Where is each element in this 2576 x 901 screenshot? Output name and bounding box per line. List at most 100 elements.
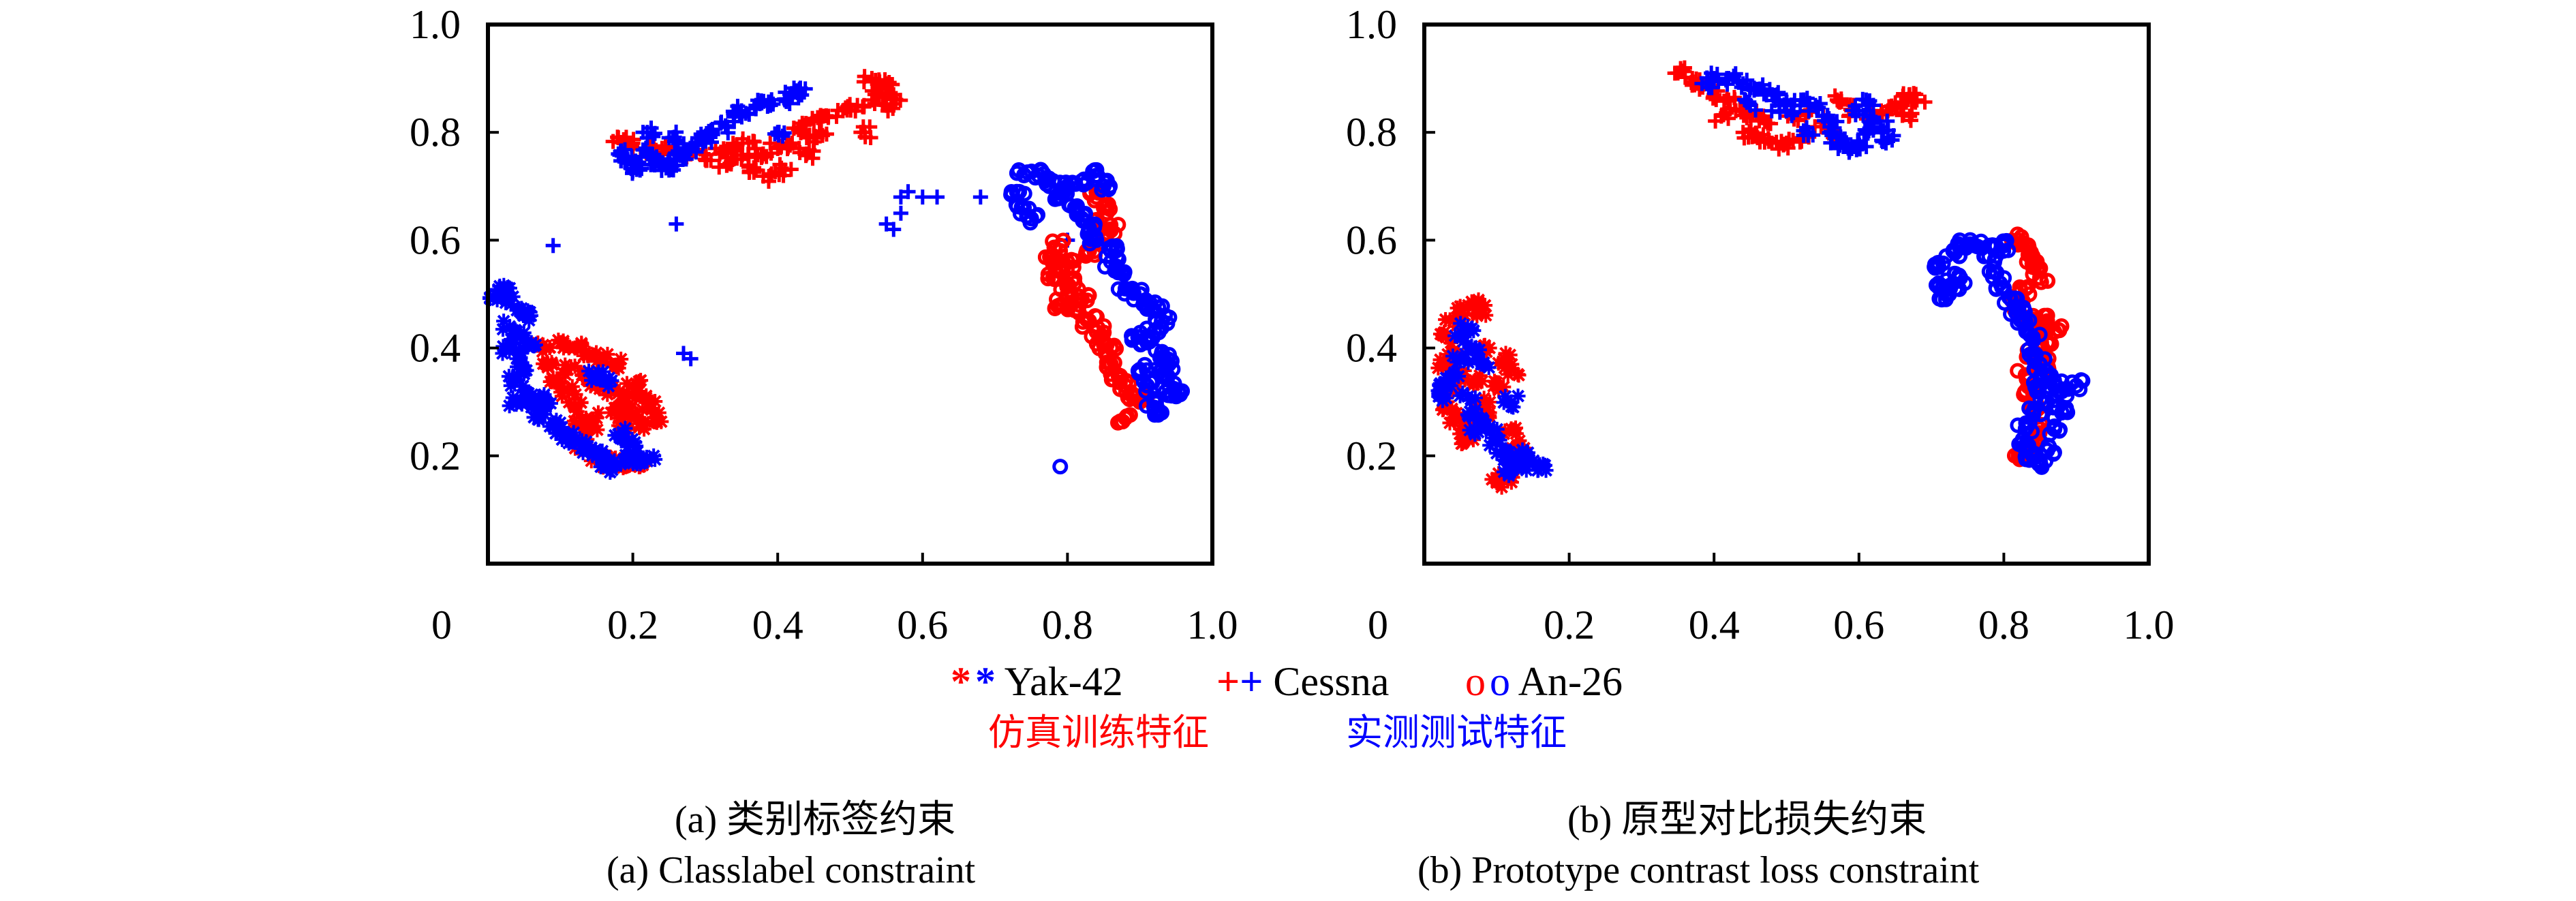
circle-marker (1074, 319, 1090, 335)
circle-marker (2032, 406, 2049, 423)
circle-marker (2040, 273, 2056, 289)
circle-marker (1086, 192, 1103, 209)
plus-marker (1805, 127, 1821, 143)
circle-marker (1957, 275, 1973, 291)
plus-marker (1886, 128, 1901, 144)
circle-marker (1071, 292, 1088, 309)
plus-marker (763, 145, 779, 161)
plus-marker (1728, 66, 1743, 82)
plus-marker (720, 145, 735, 161)
series-circle-real (1927, 232, 2091, 475)
asterisk-marker (1496, 395, 1512, 410)
asterisk-marker (1510, 367, 1526, 382)
asterisk-marker (1452, 299, 1468, 314)
plus-marker (871, 72, 887, 88)
circle-marker (2014, 309, 2030, 325)
circle-marker (2039, 363, 2055, 380)
x-tick-label: 0 (431, 602, 452, 647)
plus-marker (1827, 88, 1843, 104)
y-tick-label: 0.2 (1346, 433, 1397, 478)
circle-marker (1150, 407, 1166, 423)
plus-marker (643, 120, 659, 136)
circle-marker (2053, 318, 2070, 335)
asterisk-marker (624, 431, 640, 447)
data-points (482, 69, 1191, 480)
asterisk-marker (508, 397, 524, 412)
circle-marker (1110, 217, 1126, 233)
x-tick-label: 0.8 (1042, 602, 1093, 647)
plus-marker (1719, 71, 1734, 87)
plus-marker (635, 125, 651, 140)
circle-marker (1011, 162, 1027, 178)
asterisk-marker (498, 295, 514, 311)
plus-marker (1731, 74, 1747, 90)
circle-marker (1088, 336, 1105, 352)
asterisk-marker (617, 421, 633, 436)
plus-marker (1811, 100, 1826, 115)
circle-marker (2031, 270, 2048, 286)
asterisk-marker (1503, 461, 1518, 477)
asterisk-marker (1462, 404, 1478, 420)
circle-marker (2025, 374, 2042, 391)
asterisk-marker (624, 410, 639, 426)
circle-marker (1132, 324, 1148, 341)
asterisk-marker (1473, 356, 1489, 372)
circle-marker (1144, 374, 1161, 391)
y-tick-label: 0.6 (410, 217, 461, 262)
series-circle-real (1003, 162, 1191, 475)
plus-marker (1801, 103, 1817, 119)
circle-marker (1150, 401, 1166, 418)
circle-marker (2064, 374, 2080, 391)
plus-marker (815, 108, 831, 124)
x-tick-label: 1.0 (2123, 602, 2175, 647)
x-tick-label: 1.0 (1187, 602, 1238, 647)
plus-marker (805, 151, 821, 166)
asterisk-marker (632, 456, 648, 472)
plus-marker (786, 80, 802, 96)
circle-marker (1019, 208, 1036, 224)
x-tick-label: 0.2 (607, 602, 658, 647)
circle-marker (2020, 325, 2036, 341)
circle-marker (1927, 259, 1943, 275)
plus-marker (1796, 123, 1811, 138)
plus-marker (1829, 114, 1845, 129)
plus-marker (658, 160, 674, 176)
plus-marker (703, 153, 719, 168)
legend-label: Cessna (1273, 659, 1390, 704)
asterisk-marker (1432, 326, 1448, 342)
x-tick-label: 0.8 (1978, 602, 2029, 647)
asterisk-marker (1434, 382, 1450, 398)
plus-marker (1763, 116, 1779, 132)
plus-marker (669, 216, 684, 232)
plus-marker (705, 121, 720, 137)
circle-marker (1107, 262, 1123, 279)
circle-marker (1114, 264, 1130, 281)
asterisk-marker (531, 412, 547, 427)
asterisk-marker (540, 356, 556, 372)
circle-marker (1077, 206, 1094, 222)
plus-marker (856, 74, 872, 90)
plus-marker (711, 159, 727, 175)
data-points (1430, 60, 2091, 495)
series-plus-real (1694, 65, 1901, 160)
asterisk-marker (1469, 308, 1485, 324)
series-plus-sim (605, 69, 908, 189)
asterisk-marker (496, 277, 512, 293)
scatter-panel-a: 0 0.2 0.4 0.6 0.8 1.0 0.2 0.4 0.6 0.8 1.0 (410, 2, 1238, 647)
circle-marker (1148, 343, 1164, 359)
plus-marker (776, 168, 791, 183)
asterisk-marker (495, 322, 510, 337)
x-tick-label: 0.6 (1833, 602, 1884, 647)
asterisk-marker (590, 371, 606, 387)
asterisk-marker (540, 395, 556, 411)
asterisk-marker (630, 387, 645, 403)
asterisk-marker-blue-icon: * (975, 659, 996, 704)
plot-frame (1422, 22, 2151, 566)
circle-marker (1137, 356, 1153, 373)
circle-marker (1126, 285, 1142, 301)
circle-marker (1163, 353, 1180, 369)
plus-marker (1726, 89, 1742, 105)
circle-marker (1088, 229, 1104, 245)
